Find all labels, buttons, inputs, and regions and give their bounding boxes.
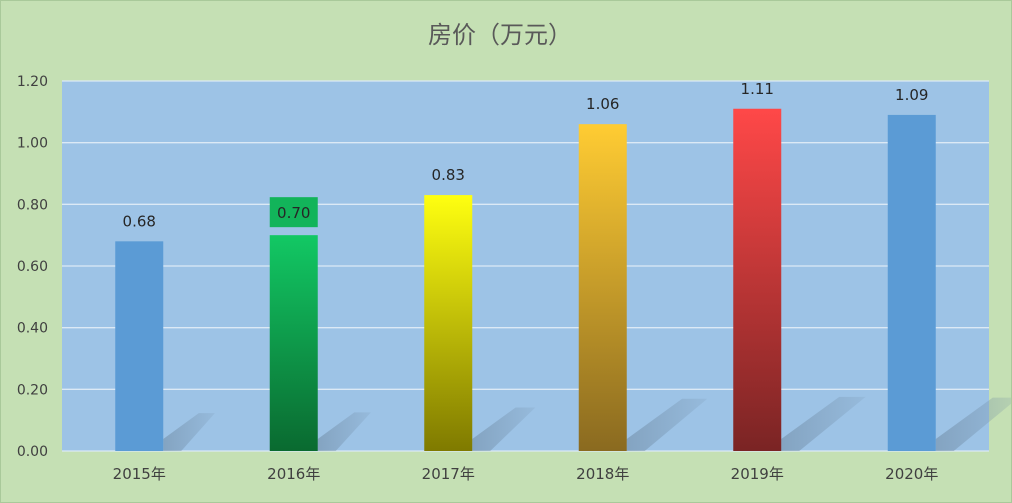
data-label: 0.83 [432, 166, 465, 184]
data-labels: 0.68 0.70 0.83 1.06 1.11 1.09 [123, 80, 929, 231]
gridlines [62, 80, 989, 452]
x-tick-label: 2018年 [576, 465, 629, 483]
bar-shadow [935, 397, 1012, 451]
data-label: 1.09 [895, 86, 928, 104]
x-tick-label: 2017年 [422, 465, 475, 483]
y-tick-label: 1.00 [17, 136, 48, 152]
bar [115, 241, 164, 451]
chart-title: 房价（万元） [428, 21, 572, 49]
y-tick-label: 0.40 [17, 321, 48, 337]
bar-shadow [163, 413, 215, 451]
bars [115, 108, 936, 452]
data-label: 0.70 [277, 204, 310, 222]
bar [733, 108, 782, 451]
bar-shadow [626, 398, 708, 451]
data-label: 1.11 [741, 80, 774, 98]
y-axis-ticks: 0.00 0.20 0.40 0.60 0.80 1.00 1.20 [17, 74, 48, 460]
data-label-badge [269, 197, 318, 228]
bar [424, 195, 473, 451]
bar [578, 124, 627, 452]
x-tick-label: 2016年 [267, 465, 320, 483]
y-tick-label: 0.80 [17, 197, 48, 213]
data-label: 0.68 [123, 212, 156, 230]
bar-shadows [163, 396, 1012, 451]
bar [887, 114, 936, 452]
x-tick-label: 2019年 [731, 465, 784, 483]
data-label: 1.06 [586, 95, 619, 113]
x-tick-label: 2015年 [113, 465, 166, 483]
y-tick-label: 0.00 [17, 444, 48, 460]
x-axis-ticks: 2015年 2016年 2017年 2018年 2019年 2020年 [113, 465, 939, 483]
bar [269, 235, 318, 451]
bar-shadow [317, 412, 371, 451]
y-tick-label: 1.20 [17, 74, 48, 90]
y-tick-label: 0.60 [17, 259, 48, 275]
x-tick-label: 2020年 [885, 465, 938, 483]
y-tick-label: 0.20 [17, 382, 48, 398]
bar-shadow [781, 396, 866, 451]
bar-shadow [472, 407, 536, 451]
